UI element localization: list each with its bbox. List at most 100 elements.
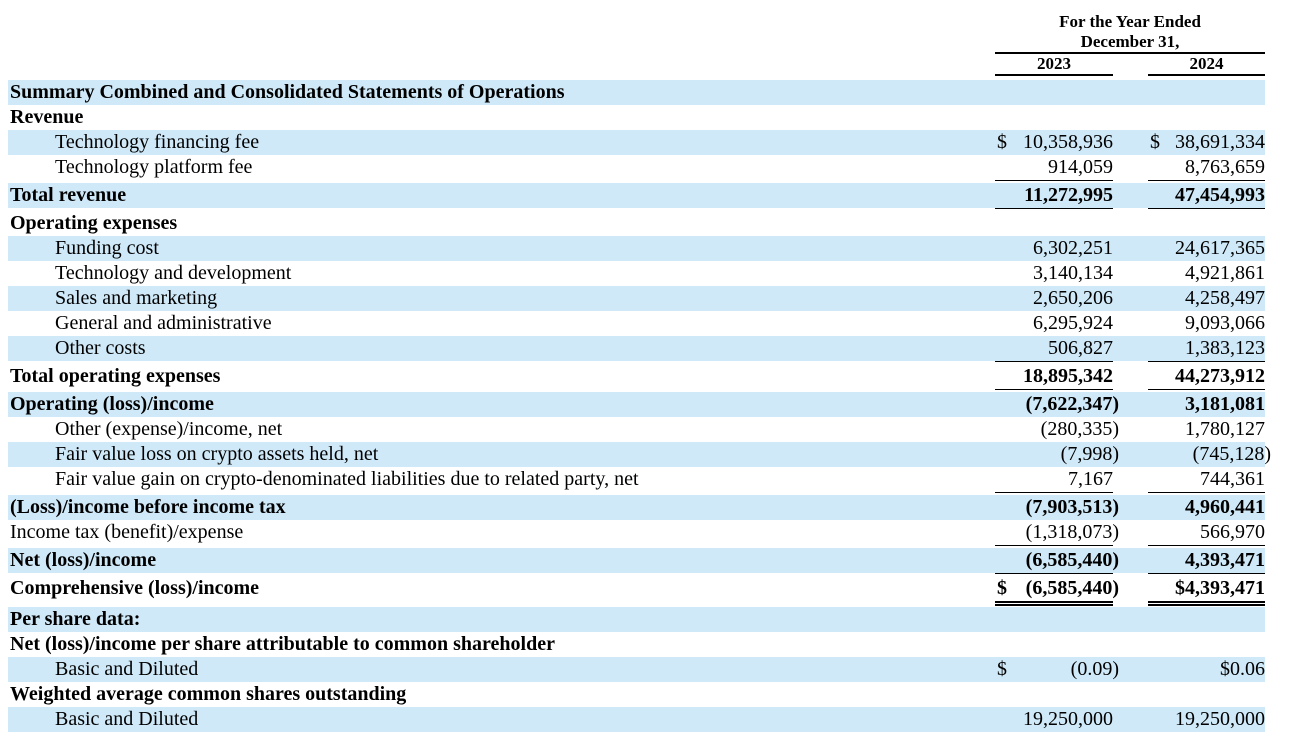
column-gap: [1113, 682, 1148, 707]
value-2023: 3,140,134: [995, 261, 1113, 286]
value-2023: 11,272,995: [995, 183, 1113, 209]
table-row: Weighted average common shares outstandi…: [8, 682, 1265, 707]
amount: 18,895,342: [1023, 365, 1113, 387]
column-gap: [1113, 311, 1148, 336]
row-label: Funding cost: [55, 237, 159, 259]
year-column-2023: 2023: [995, 54, 1113, 76]
table-row: Technology platform fee 914,059 8,763,659: [8, 155, 1265, 181]
column-gap: [1113, 236, 1148, 261]
value-2024: [1148, 632, 1265, 657]
row-label: Basic and Diluted: [55, 658, 199, 680]
table-row: Technology and development 3,140,134 4,921…: [8, 261, 1265, 286]
value-2024: [1148, 105, 1265, 130]
value-2023: [995, 80, 1113, 105]
table-row: Summary Combined and Consolidated Statem…: [8, 80, 1265, 105]
table-row: Revenue: [8, 105, 1265, 130]
period-title: For the Year Ended December 31,: [995, 12, 1265, 54]
currency-symbol: $: [997, 577, 1007, 599]
amount: 4,960,441: [1185, 496, 1265, 518]
amount: 11,272,995: [1024, 184, 1113, 206]
value-2023: $ (6,585,440): [995, 576, 1119, 606]
amount: 914,059: [1048, 156, 1113, 178]
column-gap: [1113, 442, 1148, 467]
value-2023: 914,059: [995, 155, 1113, 181]
column-gap: [1113, 105, 1148, 130]
column-gap: [1113, 183, 1148, 209]
table-row: Total operating expenses 18,895,342 44,273…: [8, 364, 1265, 390]
table-row: Operating (loss)/income (7,622,347) 3,181,…: [8, 392, 1265, 417]
table-row: Basic and Diluted 19,250,000 19,250,000: [8, 707, 1265, 732]
amount: 6,295,924: [1033, 312, 1113, 334]
value-2023: [995, 607, 1113, 632]
row-label: Sales and marketing: [55, 287, 218, 309]
value-2023: (1,318,073): [995, 520, 1119, 546]
amount: 6,302,251: [1033, 237, 1113, 259]
value-2024: 4,921,861: [1148, 261, 1265, 286]
value-2023: (7,903,513): [995, 495, 1119, 520]
row-label: Summary Combined and Consolidated Statem…: [10, 81, 565, 103]
table-row: Funding cost 6,302,251 24,617,365: [8, 236, 1265, 261]
amount: 24,617,365: [1175, 237, 1265, 259]
column-gap: [1113, 707, 1148, 732]
row-label: Basic and Diluted: [55, 708, 199, 730]
table-row: General and administrative 6,295,924 9,093…: [8, 311, 1265, 336]
value-2024: (745,128): [1148, 442, 1271, 467]
amount: (6,585,440): [1025, 549, 1119, 571]
amount: 566,970: [1200, 521, 1265, 543]
row-label: Other costs: [55, 337, 146, 359]
row-label: Technology financing fee: [55, 131, 260, 153]
value-2023: 6,302,251: [995, 236, 1113, 261]
amount: 4,258,497: [1185, 287, 1265, 309]
table-row: Fair value loss on crypto assets held, n…: [8, 442, 1271, 467]
column-gap: [1113, 495, 1148, 520]
period-title-line2: December 31,: [1080, 32, 1180, 51]
amount: 506,827: [1048, 337, 1113, 359]
year-column-gap: [1113, 54, 1148, 76]
amount: 8,763,659: [1185, 156, 1265, 178]
column-gap: [1113, 632, 1148, 657]
currency-symbol: $: [997, 131, 1007, 153]
value-2024: 4,960,441: [1148, 495, 1265, 520]
row-label: Revenue: [10, 106, 84, 128]
amount: 47,454,993: [1175, 184, 1265, 206]
amount: 4,921,861: [1185, 262, 1265, 284]
value-2023: 19,250,000: [995, 707, 1113, 732]
value-2024: 566,970: [1148, 520, 1265, 546]
row-label: Per share data:: [10, 608, 141, 630]
value-2024: [1148, 80, 1265, 105]
column-gap: [1113, 286, 1148, 311]
amount: 744,361: [1200, 468, 1265, 490]
column-gap: [1113, 80, 1148, 105]
value-2024: 1,780,127: [1148, 417, 1265, 442]
column-gap: [1113, 607, 1148, 632]
row-label: Comprehensive (loss)/income: [10, 577, 260, 599]
value-2023: [995, 632, 1113, 657]
amount: (7,622,347): [1025, 393, 1119, 415]
currency-symbol: $: [997, 658, 1007, 680]
table-row: Operating expenses: [8, 211, 1265, 236]
value-2024: $38,691,334: [1148, 130, 1265, 155]
table-row: Other (expense)/income, net (280,335) 1,78…: [8, 417, 1265, 442]
amount: 3,181,081: [1185, 393, 1265, 415]
amount: 10,358,936: [1023, 131, 1113, 153]
row-label: Net (loss)/income: [10, 549, 157, 571]
table-row: Basic and Diluted $ (0.09) $0.06: [8, 657, 1265, 682]
table-row: Total revenue 11,272,995 47,454,993: [8, 183, 1265, 209]
amount: $4,393,471: [1175, 577, 1265, 599]
row-label: Other (expense)/income, net: [55, 418, 283, 440]
value-2023: (280,335): [995, 417, 1119, 442]
row-label: Technology and development: [55, 262, 292, 284]
value-2023: 6,295,924: [995, 311, 1113, 336]
value-2024: 24,617,365: [1148, 236, 1265, 261]
header-empty-cell: [8, 12, 995, 76]
value-2024: [1148, 607, 1265, 632]
column-gap: [1113, 130, 1148, 155]
row-label: Weighted average common shares outstandi…: [10, 683, 407, 705]
amount: 1,780,127: [1185, 418, 1265, 440]
value-2023: [995, 105, 1113, 130]
row-label: Operating expenses: [10, 212, 178, 234]
row-label: (Loss)/income before income tax: [10, 496, 286, 518]
amount: (0.09): [1070, 658, 1119, 680]
column-gap: [1113, 155, 1148, 181]
amount: (6,585,440): [1025, 577, 1119, 599]
